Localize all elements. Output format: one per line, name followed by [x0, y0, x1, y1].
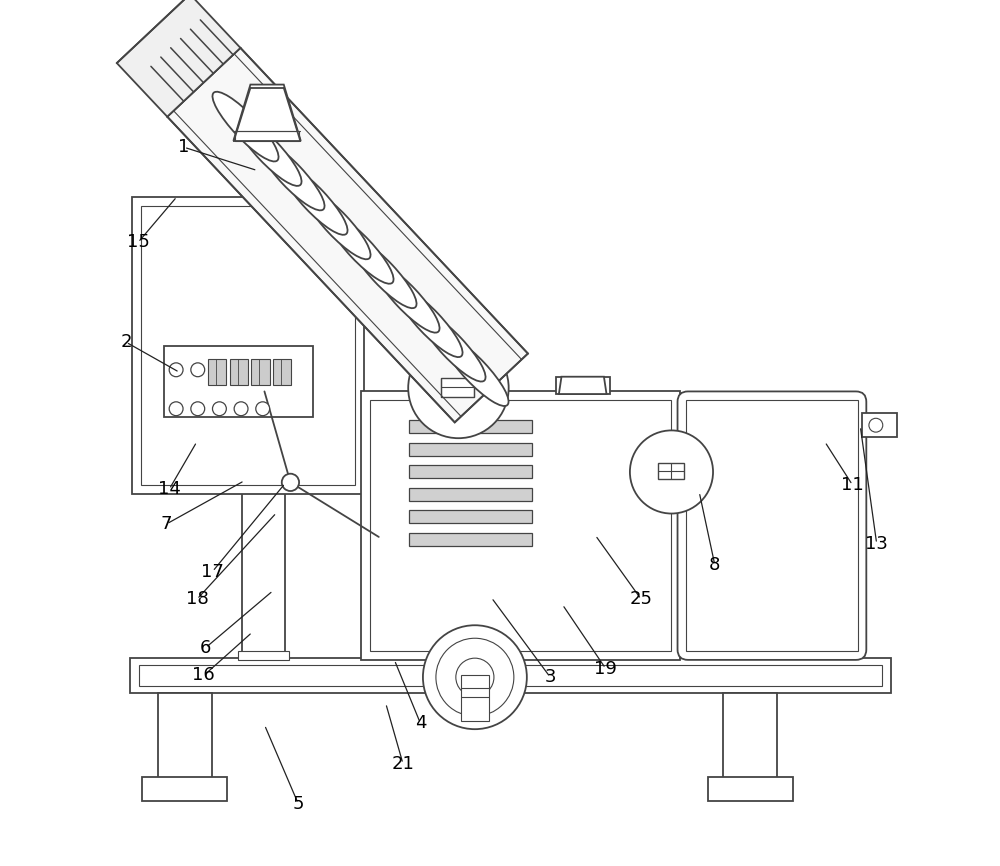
Bar: [164, 346, 313, 417]
Bar: [141, 206, 355, 485]
Circle shape: [456, 658, 494, 696]
Text: 21: 21: [392, 755, 414, 772]
Bar: [409, 465, 532, 478]
Ellipse shape: [419, 312, 486, 382]
Text: 13: 13: [865, 535, 888, 553]
Text: 11: 11: [841, 476, 864, 494]
Ellipse shape: [212, 92, 279, 161]
Polygon shape: [426, 372, 496, 394]
Bar: [361, 391, 680, 660]
Bar: [235, 132, 299, 141]
Circle shape: [169, 402, 183, 416]
Polygon shape: [559, 377, 607, 394]
Ellipse shape: [235, 116, 302, 186]
Ellipse shape: [442, 336, 509, 406]
Ellipse shape: [304, 190, 371, 259]
Bar: [441, 378, 474, 397]
Bar: [251, 359, 270, 385]
Bar: [409, 533, 532, 546]
Polygon shape: [234, 85, 300, 139]
Ellipse shape: [350, 238, 417, 308]
Bar: [142, 777, 227, 801]
Circle shape: [408, 338, 509, 438]
Bar: [461, 675, 489, 721]
Bar: [409, 443, 532, 456]
Ellipse shape: [396, 288, 463, 357]
Bar: [658, 463, 684, 479]
Text: 14: 14: [158, 481, 181, 498]
Bar: [233, 374, 294, 391]
Bar: [230, 359, 248, 385]
Text: 7: 7: [161, 515, 172, 533]
Polygon shape: [117, 0, 240, 117]
Bar: [273, 359, 291, 385]
Polygon shape: [167, 48, 528, 423]
Text: 4: 4: [415, 714, 426, 732]
Text: 6: 6: [200, 639, 211, 656]
Circle shape: [423, 625, 527, 729]
Text: 17: 17: [201, 563, 224, 580]
Text: 1: 1: [178, 139, 190, 156]
Ellipse shape: [373, 263, 440, 333]
Text: 19: 19: [594, 660, 617, 677]
Ellipse shape: [281, 165, 348, 235]
Circle shape: [869, 418, 883, 432]
Ellipse shape: [327, 214, 394, 284]
Circle shape: [191, 363, 205, 377]
Bar: [208, 359, 226, 385]
Bar: [723, 693, 777, 778]
Bar: [370, 400, 671, 651]
Bar: [158, 693, 212, 778]
Circle shape: [630, 430, 713, 514]
Bar: [453, 690, 498, 721]
Bar: [238, 651, 289, 660]
Text: 15: 15: [127, 234, 149, 251]
Text: 25: 25: [630, 591, 653, 608]
Text: 3: 3: [544, 669, 556, 686]
Circle shape: [169, 363, 183, 377]
Circle shape: [212, 402, 226, 416]
Bar: [139, 665, 882, 686]
Bar: [409, 510, 532, 523]
Circle shape: [234, 402, 248, 416]
Bar: [409, 488, 532, 501]
Text: 16: 16: [192, 667, 215, 684]
Bar: [686, 400, 858, 651]
Bar: [708, 777, 793, 801]
Text: 18: 18: [186, 591, 208, 608]
Bar: [862, 413, 897, 437]
Bar: [409, 420, 532, 433]
Circle shape: [212, 363, 226, 377]
FancyBboxPatch shape: [678, 391, 866, 660]
Text: 5: 5: [292, 795, 304, 812]
Text: 2: 2: [120, 333, 132, 351]
Bar: [556, 377, 610, 394]
Ellipse shape: [258, 140, 325, 210]
Bar: [130, 658, 891, 693]
Text: 8: 8: [709, 556, 720, 573]
Circle shape: [191, 402, 205, 416]
Bar: [424, 370, 498, 394]
Circle shape: [436, 638, 514, 716]
Bar: [242, 390, 285, 658]
Bar: [132, 197, 364, 494]
Circle shape: [282, 474, 299, 491]
Circle shape: [256, 402, 270, 416]
